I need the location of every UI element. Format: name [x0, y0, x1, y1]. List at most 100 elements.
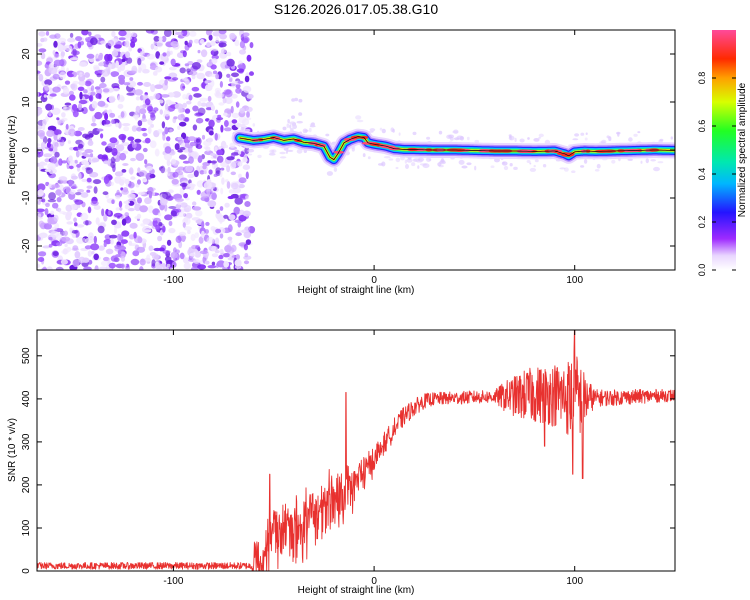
noise-cell: [124, 203, 131, 210]
noise-cell: [122, 187, 129, 193]
noise-cell: [177, 136, 184, 141]
colorbar: 0.0 0.2 0.4 0.6 0.8 Normalized spectral ampl…: [697, 30, 748, 276]
noise-cell: [243, 37, 249, 44]
noise-cell: [114, 171, 124, 177]
noise-cell: [226, 73, 231, 78]
noise-cell: [108, 262, 116, 269]
noise-cell: [117, 249, 122, 255]
noise-cell: [283, 147, 289, 151]
noise-cell: [242, 85, 252, 93]
noise-cell: [48, 111, 52, 117]
noise-cell: [211, 253, 219, 258]
noise-cell: [383, 156, 391, 159]
noise-cell: [52, 86, 61, 93]
noise-cell: [78, 256, 86, 264]
noise-cell: [43, 223, 53, 230]
noise-cell: [150, 123, 155, 128]
noise-cell: [47, 199, 57, 203]
noise-cell: [572, 138, 579, 141]
noise-cell: [215, 228, 222, 234]
noise-cell: [205, 146, 211, 152]
noise-cell: [50, 230, 59, 238]
noise-cell: [86, 189, 91, 193]
noise-cell: [230, 161, 237, 169]
noise-cell: [124, 178, 130, 185]
noise-cell: [362, 153, 366, 158]
noise-cell: [65, 123, 69, 130]
noise-cell: [199, 250, 208, 255]
noise-cell: [204, 80, 208, 84]
noise-cell: [171, 261, 177, 268]
noise-cell: [48, 148, 53, 152]
noise-cell: [633, 133, 638, 137]
noise-cell: [90, 243, 100, 251]
noise-cell: [160, 94, 170, 98]
noise-cell: [238, 150, 242, 155]
snr-x-axis-label: Height of straight line (km): [298, 585, 415, 596]
noise-cell: [246, 153, 253, 156]
noise-cell: [58, 158, 63, 166]
noise-cell: [235, 160, 244, 164]
noise-cell: [209, 48, 219, 52]
noise-cell: [139, 50, 146, 56]
snr-y-tick-label: 200: [21, 476, 32, 493]
noise-cell: [162, 250, 171, 254]
noise-cell: [93, 253, 99, 261]
noise-cell: [153, 35, 160, 42]
noise-cell: [182, 94, 187, 100]
snr-x-tick-label: 0: [371, 576, 377, 587]
noise-cell: [119, 207, 123, 211]
noise-cell: [134, 89, 143, 96]
snr-plot-area: [37, 330, 675, 571]
noise-cell: [127, 181, 135, 189]
noise-cell: [104, 53, 111, 62]
noise-cell: [137, 191, 146, 195]
noise-cell: [191, 86, 200, 92]
noise-cell: [40, 52, 46, 60]
noise-cell: [351, 147, 355, 152]
noise-cell: [417, 165, 420, 169]
signal-centerline: [239, 136, 675, 161]
snr-frame: [36, 329, 676, 572]
noise-cell: [187, 146, 193, 153]
noise-cell: [115, 60, 119, 69]
noise-cell: [653, 166, 660, 172]
noise-cell: [233, 206, 241, 215]
noise-cell: [37, 213, 42, 218]
noise-cell: [38, 31, 46, 37]
noise-cell: [48, 243, 53, 248]
noise-cell: [238, 177, 247, 184]
noise-cell: [83, 89, 88, 94]
noise-cell: [163, 153, 172, 161]
noise-cell: [226, 165, 231, 173]
noise-cell: [167, 189, 174, 194]
spectrogram-y-axis-label: Frequency (Hz): [7, 116, 18, 185]
noise-cell: [166, 263, 171, 267]
noise-cell: [38, 48, 47, 53]
noise-cell: [135, 96, 141, 101]
noise-cell: [177, 125, 181, 130]
noise-cell: [182, 222, 186, 228]
noise-cell: [64, 80, 71, 85]
noise-cell: [194, 112, 204, 117]
noise-cell: [157, 212, 162, 217]
noise-cell: [249, 42, 254, 49]
noise-cell: [114, 176, 122, 184]
noise-cell: [75, 150, 80, 158]
noise-cell: [219, 249, 224, 254]
noise-cell: [187, 173, 195, 179]
noise-cell: [529, 162, 532, 165]
noise-cell: [72, 259, 80, 268]
noise-cell: [559, 167, 566, 170]
noise-cell: [215, 109, 219, 115]
noise-cell: [127, 207, 135, 212]
noise-cell: [62, 248, 68, 255]
noise-cell: [42, 123, 46, 131]
noise-cell: [159, 99, 164, 104]
noise-cell: [236, 68, 245, 73]
noise-cell: [189, 182, 193, 187]
noise-cell: [121, 123, 131, 127]
noise-cell: [242, 157, 248, 163]
noise-cell: [91, 251, 95, 255]
noise-cell: [158, 36, 163, 42]
